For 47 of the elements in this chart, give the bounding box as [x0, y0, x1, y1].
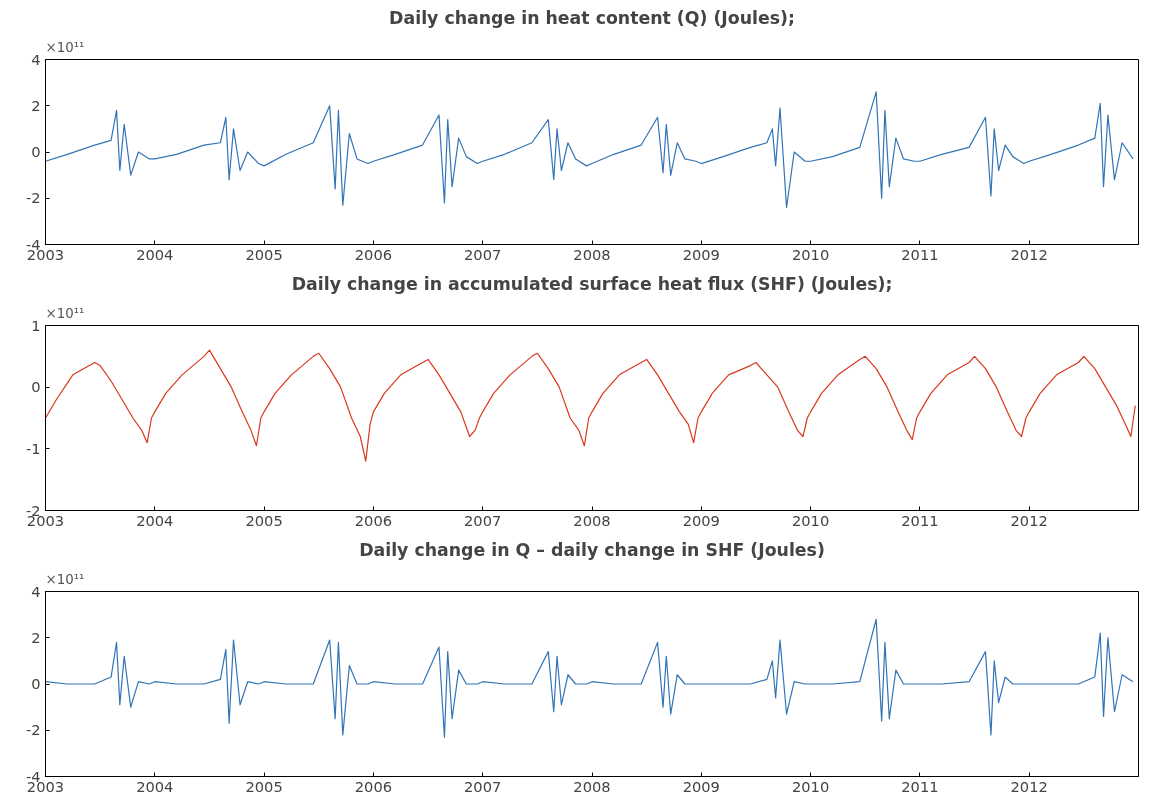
y-tick-label: 2	[31, 628, 41, 646]
x-tick-label: 2005	[245, 511, 283, 529]
line-series	[45, 618, 1134, 738]
x-tick-label: 2007	[464, 777, 502, 795]
y-tick-label: -1	[25, 439, 41, 457]
y-tick-label: 4	[31, 582, 41, 600]
text: ×10¹¹	[45, 571, 85, 587]
y-tick-label: 0	[31, 143, 41, 160]
x-tick-label: 2009	[682, 511, 720, 529]
x-tick-label: 2009	[682, 245, 720, 263]
x-tick-label: 2005	[245, 245, 283, 263]
chart-title: Daily change in heat content (Q) (Joules);	[389, 7, 795, 28]
x-tick-label: 2012	[1010, 777, 1048, 795]
x-tick-label: 2011	[901, 511, 939, 529]
x-tick-label: 2008	[573, 511, 611, 529]
y-tick-label: -2	[25, 721, 41, 739]
x-tick-label: 2007	[464, 245, 502, 263]
x-tick-label: 2006	[354, 245, 393, 263]
x-tick-label: 2006	[354, 511, 393, 529]
x-tick-label: 2012	[1010, 245, 1048, 263]
x-tick-label: 2008	[573, 245, 611, 263]
line-series	[45, 349, 1136, 462]
y-tick-label: -2	[25, 189, 41, 207]
x-tick-label: 2012	[1010, 511, 1048, 529]
chart-title: Daily change in Q – daily change in SHF (Joules)	[359, 539, 825, 560]
x-tick-label: 2011	[901, 777, 939, 795]
chart-title: Daily change in accumulated surface heat flux (SHF) (Joules);	[291, 273, 893, 294]
y-tick-label: 4	[31, 50, 41, 68]
x-tick-label: 2009	[682, 777, 720, 795]
text: ×10¹¹	[45, 305, 85, 321]
y-tick-label: 2	[31, 96, 41, 114]
y-tick-label: 0	[31, 675, 41, 692]
x-tick-label: 2010	[791, 511, 830, 529]
x-tick-label: 2010	[791, 777, 830, 795]
x-tick-label: 2011	[901, 245, 939, 263]
text: ×10¹¹	[45, 39, 85, 55]
x-tick-label: 2008	[573, 777, 611, 795]
y-tick-label: 1	[31, 316, 41, 334]
x-tick-label: 2006	[354, 777, 393, 795]
y-tick-label: 0	[31, 378, 41, 396]
x-tick-label: 2004	[136, 245, 174, 263]
x-tick-label: 2005	[245, 777, 283, 795]
x-tick-label: 2007	[464, 511, 502, 529]
x-tick-label: 2004	[136, 511, 174, 529]
line-series	[45, 91, 1134, 209]
x-tick-label: 2010	[791, 245, 830, 263]
x-tick-label: 2004	[136, 777, 174, 795]
